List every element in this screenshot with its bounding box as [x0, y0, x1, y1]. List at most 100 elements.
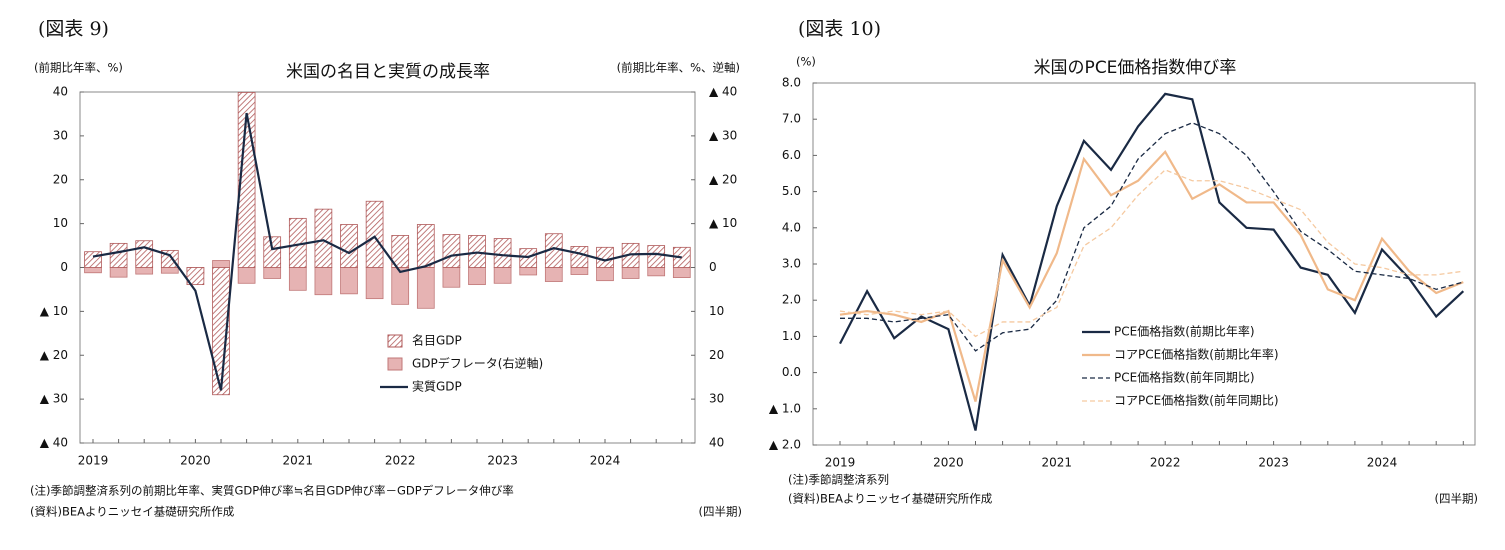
line [839, 92, 1465, 431]
y-tick-label: 5.0 [782, 184, 801, 198]
x-tick-label: 2023 [487, 454, 518, 468]
x-tick-label: 2024 [1367, 456, 1398, 470]
bar [621, 267, 640, 279]
bar [263, 267, 282, 279]
line [839, 149, 1464, 402]
y-tick-label: ▲ 20 [40, 348, 68, 362]
y-tick-label: 8.0 [782, 76, 801, 90]
bar [596, 246, 614, 268]
y-tick-label: 7.0 [782, 112, 801, 126]
bar [340, 267, 358, 295]
bar [391, 267, 410, 305]
y2-tick-label: 40 [709, 436, 724, 450]
bar [647, 245, 666, 268]
bar [391, 235, 410, 268]
y-tick-label: ▲ 30 [40, 392, 68, 406]
figure-label: (図表 10) [798, 18, 881, 40]
note: (資料)BEAよりニッセイ基礎研究所作成 [788, 492, 993, 506]
bar [288, 267, 307, 291]
bar [160, 267, 179, 274]
bar [186, 267, 205, 286]
legend-label: コアPCE価格指数(前期比年率) [1114, 347, 1279, 362]
legend-label: PCE価格指数(前年同期比) [1114, 370, 1255, 385]
line [92, 112, 682, 391]
x-tick-label: 2024 [590, 454, 621, 468]
bar [416, 224, 435, 268]
bar [468, 267, 486, 286]
y-tick-label: 20 [53, 172, 68, 186]
x-tick-label: 2021 [283, 454, 314, 468]
x-axis-label: (四半期) [1435, 492, 1478, 506]
x-axis-label: (四半期) [699, 505, 742, 519]
y-tick-label: ▲ 10 [40, 304, 68, 318]
y2-tick-label: 10 [709, 304, 724, 318]
chart-title: 米国の名目と実質の成長率 [286, 62, 490, 82]
x-tick-label: 2022 [1150, 456, 1181, 470]
line [840, 122, 1464, 352]
bar [416, 267, 435, 309]
legend-label: GDPデフレータ(右逆軸) [412, 356, 543, 371]
bar [647, 267, 666, 277]
y2-tick-label: 20 [709, 348, 724, 362]
legend-label: 実質GDP [412, 379, 462, 394]
y-tick-label: 30 [53, 128, 68, 142]
bar [672, 267, 691, 278]
bar [314, 267, 333, 296]
bar [365, 200, 384, 268]
chart-title: 米国のPCE価格指数伸び率 [1034, 58, 1237, 78]
x-tick-label: 2020 [933, 456, 964, 470]
y-tick-label: 10 [53, 216, 68, 230]
legend-label: 名目GDP [412, 333, 462, 348]
y-axis-label: (%) [796, 55, 816, 69]
bar [442, 267, 461, 288]
bar [84, 251, 102, 268]
y-tick-label: 4.0 [782, 220, 801, 234]
note: (注)季節調整済系列の前期比年率、実質GDP伸び率≒名目GDP伸び率－GDPデフ… [30, 484, 514, 498]
y2-tick-label: 30 [709, 392, 724, 406]
x-tick-label: 2019 [78, 454, 109, 468]
y2-tick-label: ▲ 30 [709, 128, 737, 142]
bar [570, 246, 589, 268]
bar [263, 236, 282, 268]
y-tick-label: 1.0 [782, 329, 801, 343]
note: (資料)BEAよりニッセイ基礎研究所作成 [30, 505, 235, 519]
y2-tick-label: 0 [709, 260, 717, 274]
y-tick-label: 40 [53, 85, 68, 99]
y2-tick-label: ▲ 20 [709, 172, 737, 186]
y-tick-label: 3.0 [782, 257, 801, 271]
bar [135, 267, 154, 275]
y-tick-label: 0 [60, 260, 68, 274]
y-tick-label: ▲ 40 [40, 436, 68, 450]
legend-swatch [387, 334, 403, 348]
bar [365, 267, 384, 300]
bar [596, 267, 614, 282]
bar [84, 267, 102, 274]
y-tick-label: 2.0 [782, 293, 801, 307]
legend-label: PCE価格指数(前期比年率) [1114, 324, 1255, 339]
bar [340, 224, 358, 268]
bar [544, 267, 563, 282]
bar [570, 267, 589, 275]
y-axis-label: (前期比年率、%) [34, 61, 123, 75]
x-tick-label: 2019 [825, 456, 856, 470]
bar [135, 240, 154, 268]
legend-swatch [387, 357, 403, 371]
y-tick-label: ▲ 1.0 [769, 401, 801, 415]
bar [519, 267, 538, 276]
y2-axis-label: (前期比年率、%、逆軸) [617, 61, 740, 75]
y2-tick-label: ▲ 40 [709, 85, 737, 99]
note: (注)季節調整済系列 [788, 473, 889, 487]
y-tick-label: 0.0 [782, 365, 801, 379]
y-tick-label: 6.0 [782, 148, 801, 162]
bar [109, 242, 128, 268]
y-tick-label: ▲ 2.0 [769, 438, 801, 452]
bar [493, 267, 512, 284]
bar [109, 267, 128, 278]
line [839, 169, 1464, 338]
bar [212, 267, 230, 396]
figure-label: (図表 9) [38, 18, 109, 40]
bar [314, 208, 333, 268]
x-tick-label: 2022 [385, 454, 416, 468]
x-tick-label: 2020 [180, 454, 211, 468]
